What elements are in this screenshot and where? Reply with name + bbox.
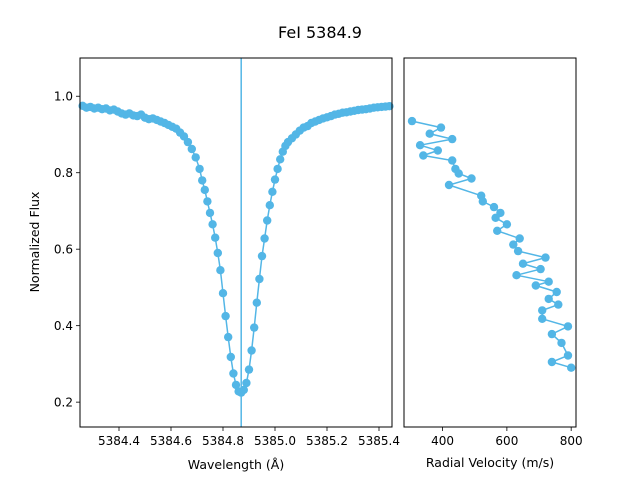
data-point (448, 156, 457, 165)
data-point (509, 240, 518, 249)
data-point (260, 234, 269, 243)
data-point (211, 233, 220, 242)
data-point (544, 277, 553, 286)
data-point (567, 363, 576, 372)
data-point (268, 187, 277, 196)
data-point (265, 201, 274, 210)
data-point (538, 306, 547, 315)
series-line (82, 105, 390, 394)
x-tick-label: 400 (431, 434, 454, 448)
data-point (541, 253, 550, 262)
data-point (231, 380, 241, 390)
data-point (547, 329, 557, 339)
x-tick-label: 5385.4 (358, 434, 400, 448)
data-point (436, 123, 446, 132)
data-point (216, 266, 225, 275)
data-point (224, 332, 233, 342)
data-point (544, 294, 553, 304)
data-point (454, 169, 463, 178)
x-tick-label: 5385.2 (306, 434, 348, 448)
data-point (467, 174, 476, 183)
y-tick-label: 0.2 (54, 396, 73, 410)
data-point (200, 185, 209, 195)
y-tick-label: 0.8 (54, 166, 73, 180)
data-point (552, 287, 561, 297)
data-point (263, 216, 272, 225)
data-point (385, 102, 394, 111)
data-point (203, 197, 212, 206)
data-point (419, 151, 428, 160)
data-point (239, 385, 248, 395)
data-point (257, 251, 267, 261)
x-tick-label: 5384.8 (202, 434, 244, 448)
data-point (276, 155, 285, 164)
right-panel: 400 600 800 Radial Velocity (m/s) (403, 57, 583, 470)
data-point (536, 264, 545, 274)
y-tick-label: 1.0 (54, 90, 73, 104)
data-point (195, 164, 204, 174)
data-point (478, 197, 487, 206)
data-point (515, 234, 524, 243)
x-tick-label: 5384.4 (98, 434, 140, 448)
left-axis-ticks: 5384.4 5384.6 5384.8 5385.0 5385.2 5385.4 0.2 0… (54, 90, 400, 448)
x-tick-label: 600 (495, 434, 518, 448)
left-panel: 5384.4 5384.6 5384.8 5385.0 5385.2 5385.4 0.2 0… (27, 57, 400, 472)
data-point (538, 314, 547, 323)
series-line (411, 120, 572, 369)
data-point (554, 300, 563, 309)
data-point (489, 202, 499, 212)
right-axis-ticks: 400 600 800 (431, 427, 583, 448)
data-point (415, 141, 425, 150)
left-x-axis-label: Wavelength (Å) (188, 457, 284, 472)
data-point (242, 378, 251, 388)
data-point (255, 274, 264, 284)
data-point (198, 176, 207, 185)
data-point (213, 248, 222, 258)
data-point (218, 289, 228, 298)
x-tick-label: 5385.0 (254, 434, 296, 448)
data-point (512, 271, 521, 280)
data-point (444, 180, 454, 190)
right-axes-frame (403, 57, 577, 428)
data-point (226, 352, 235, 362)
data-point (252, 298, 261, 307)
data-point (205, 208, 215, 218)
data-point (563, 322, 573, 331)
data-point (448, 134, 457, 144)
data-point (531, 281, 540, 290)
right-x-axis-label: Radial Velocity (m/s) (426, 455, 554, 470)
data-point (221, 311, 230, 321)
data-point (518, 259, 528, 268)
data-point (407, 116, 417, 126)
left-y-axis-label: Normalized Flux (27, 192, 42, 293)
data-point (513, 246, 523, 256)
data-point (273, 164, 282, 174)
chart-title: FeI 5384.9 (278, 23, 362, 42)
data-point (187, 144, 196, 154)
y-tick-label: 0.6 (54, 243, 73, 257)
data-point (557, 338, 566, 348)
data-point (244, 365, 254, 374)
data-point (425, 129, 434, 138)
data-point (191, 153, 200, 162)
data-point (563, 351, 573, 360)
data-point (270, 175, 280, 184)
data-point (433, 146, 442, 155)
data-point (229, 369, 238, 378)
x-tick-label: 5384.6 (150, 434, 192, 448)
data-point (493, 226, 502, 235)
right-series (407, 116, 576, 372)
left-series (78, 58, 394, 427)
data-point (247, 346, 256, 355)
data-point (547, 357, 557, 367)
data-point (208, 220, 217, 229)
y-tick-label: 0.4 (54, 319, 73, 333)
data-point (502, 220, 512, 229)
data-point (491, 213, 500, 222)
data-point (183, 137, 193, 147)
x-tick-label: 800 (560, 434, 583, 448)
data-point (250, 323, 259, 332)
left-axes-frame (79, 57, 393, 428)
